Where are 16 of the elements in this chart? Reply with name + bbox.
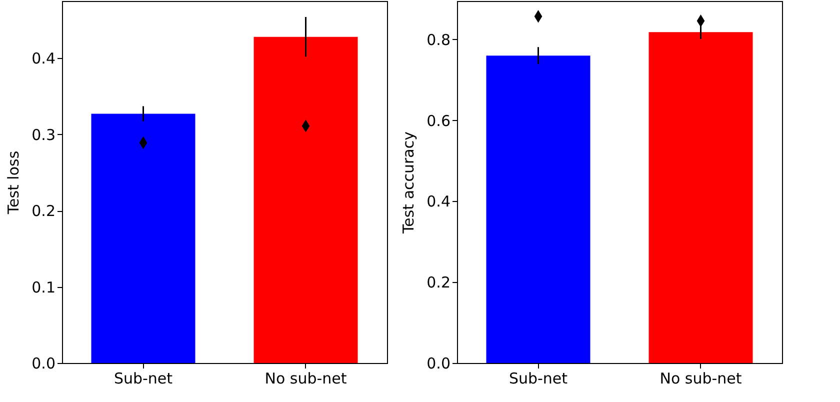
y-tick-label: 0.0 bbox=[32, 354, 56, 372]
y-tick-label: 0.8 bbox=[426, 30, 450, 49]
x-tick-label: No sub-net bbox=[264, 370, 347, 388]
y-tick-label: 0.2 bbox=[426, 274, 450, 292]
y-tick-label: 0.1 bbox=[32, 278, 56, 296]
y-tick-label: 0.4 bbox=[426, 192, 450, 211]
y-axis-title: Test loss bbox=[4, 150, 23, 216]
y-tick-label: 0.6 bbox=[426, 112, 450, 130]
x-tick-label: Sub-net bbox=[114, 370, 173, 388]
y-tick-label: 0.0 bbox=[426, 354, 450, 372]
x-tick-label: Sub-net bbox=[508, 370, 568, 388]
y-tick-label: 0.3 bbox=[32, 126, 56, 144]
y-tick-label: 0.2 bbox=[32, 202, 56, 220]
x-tick-label: No sub-net bbox=[660, 370, 742, 388]
y-tick-label: 0.4 bbox=[32, 50, 56, 68]
y-axis-title: Test accuracy bbox=[400, 131, 418, 234]
